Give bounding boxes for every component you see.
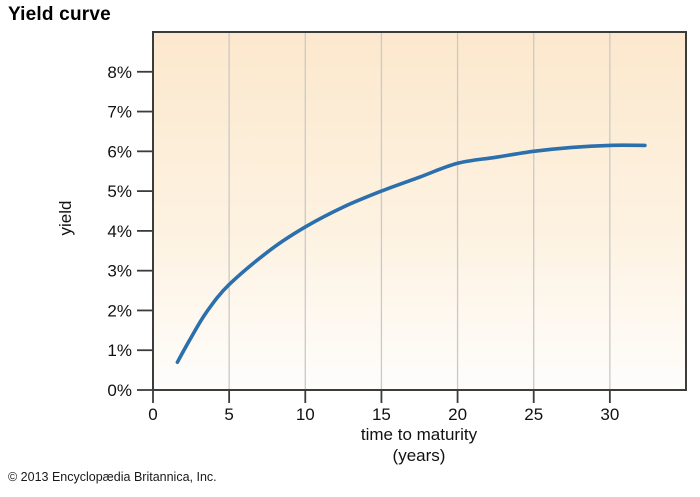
copyright-text: © 2013 Encyclopædia Britannica, Inc.: [8, 470, 217, 484]
plot-border: [152, 31, 687, 391]
x-tick-label: 15: [372, 405, 391, 424]
y-tick-label: 5%: [107, 182, 132, 201]
y-tick-label: 6%: [107, 142, 132, 161]
plot-background: [153, 32, 686, 390]
x-axis-label: time to maturity (years): [361, 424, 477, 466]
y-tick-label: 4%: [107, 222, 132, 241]
y-tick-label: 1%: [107, 341, 132, 360]
y-tick-label: 7%: [107, 103, 132, 122]
x-tick-label: 30: [600, 405, 619, 424]
y-tick-label: 3%: [107, 262, 132, 281]
y-axis-label: yield: [56, 200, 75, 236]
x-axis-label-line2: (years): [392, 446, 446, 465]
x-tick-label: 0: [148, 405, 157, 424]
y-tick-label: 8%: [107, 63, 132, 82]
x-tick-label: 10: [296, 405, 315, 424]
x-tick-label: 5: [224, 405, 233, 424]
x-axis-label-line1: time to maturity: [360, 425, 478, 444]
y-tick-label: 2%: [107, 301, 132, 320]
x-tick-label: 20: [448, 405, 467, 424]
y-tick-label: 0%: [107, 381, 132, 400]
x-tick-label: 25: [524, 405, 543, 424]
chart-title: Yield curve: [8, 4, 111, 25]
yield-curve-line: [175, 143, 647, 364]
